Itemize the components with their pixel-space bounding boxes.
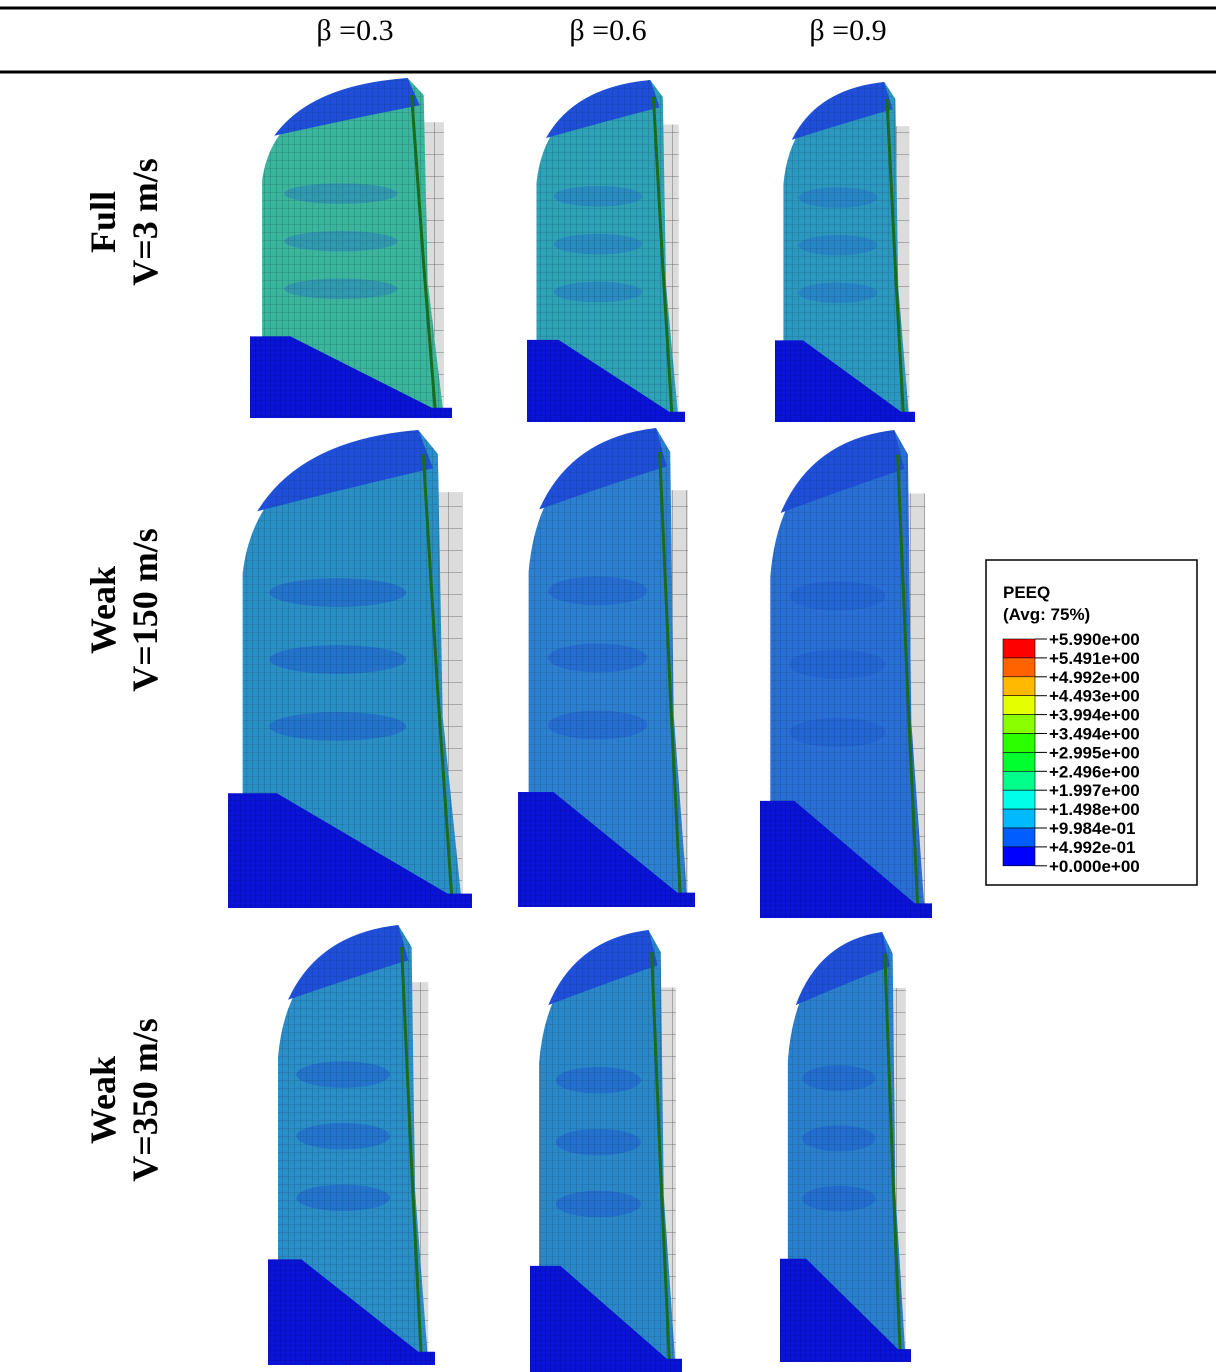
legend-level: +1.997e+00 — [1049, 781, 1140, 800]
figure: β =0.3β =0.6β =0.9FullV=3 m/sWeakV=150 m… — [0, 0, 1216, 1372]
legend-swatch — [1003, 790, 1035, 809]
legend-swatch — [1003, 828, 1035, 847]
legend-level: +0.000e+00 — [1049, 857, 1140, 876]
row-label: V=350 m/s — [125, 1018, 165, 1182]
column-header: β =0.9 — [809, 14, 886, 47]
legend-subtitle: (Avg: 75%) — [1003, 605, 1090, 624]
legend-level: +3.994e+00 — [1049, 706, 1140, 725]
legend-level: +9.984e-01 — [1049, 819, 1136, 838]
legend-swatch — [1003, 677, 1035, 696]
legend-swatch — [1003, 734, 1035, 753]
simulation-cell — [775, 82, 915, 422]
legend-level: +5.491e+00 — [1049, 649, 1140, 668]
simulation-cell — [527, 80, 685, 422]
legend-title: PEEQ — [1003, 583, 1050, 602]
simulation-cell — [530, 930, 682, 1372]
legend-level: +3.494e+00 — [1049, 725, 1140, 744]
row-label: Weak — [83, 566, 123, 654]
simulation-images — [228, 78, 932, 1372]
simulation-cell — [760, 430, 932, 918]
legend-swatch — [1003, 809, 1035, 828]
column-header: β =0.3 — [316, 14, 393, 47]
legend-level: +2.496e+00 — [1049, 762, 1140, 781]
simulation-cell — [250, 78, 452, 418]
row-label: Weak — [83, 1056, 123, 1144]
legend-level: +4.493e+00 — [1049, 687, 1140, 706]
row-label: Full — [83, 191, 123, 253]
simulation-cell — [228, 430, 472, 908]
legend-swatch — [1003, 639, 1035, 658]
row-label: V=3 m/s — [125, 158, 165, 286]
legend-level: +4.992e-01 — [1049, 838, 1136, 857]
legend-swatch — [1003, 771, 1035, 790]
legend-swatch — [1003, 847, 1035, 866]
legend-level: +5.990e+00 — [1049, 630, 1140, 649]
legend-level: +2.995e+00 — [1049, 743, 1140, 762]
legend-swatch — [1003, 715, 1035, 734]
legend-swatch — [1003, 658, 1035, 677]
simulation-cell — [268, 925, 435, 1365]
column-header: β =0.6 — [569, 14, 646, 47]
legend-swatch — [1003, 752, 1035, 771]
legend-level: +1.498e+00 — [1049, 800, 1140, 819]
row-label: V=150 m/s — [125, 528, 165, 692]
simulation-cell — [780, 932, 911, 1362]
simulation-cell — [518, 428, 695, 907]
legend-level: +4.992e+00 — [1049, 668, 1140, 687]
legend-swatch — [1003, 696, 1035, 715]
